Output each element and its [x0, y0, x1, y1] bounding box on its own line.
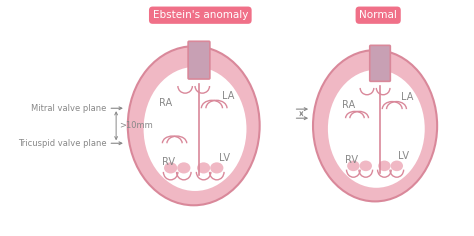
Text: RV: RV — [162, 156, 175, 167]
Text: Ebstein's anomaly: Ebstein's anomaly — [153, 10, 248, 20]
Ellipse shape — [328, 70, 425, 188]
Ellipse shape — [210, 162, 223, 173]
Text: LA: LA — [401, 92, 413, 102]
Text: >10mm: >10mm — [119, 121, 153, 130]
FancyBboxPatch shape — [188, 41, 210, 79]
Text: RV: RV — [345, 155, 358, 165]
Text: LA: LA — [222, 91, 234, 101]
Ellipse shape — [197, 162, 210, 173]
Ellipse shape — [391, 160, 403, 171]
Text: Normal: Normal — [359, 10, 397, 20]
Ellipse shape — [128, 46, 260, 205]
Text: Tricuspid valve plane: Tricuspid valve plane — [18, 139, 107, 148]
Ellipse shape — [177, 162, 191, 173]
Ellipse shape — [360, 160, 372, 171]
Ellipse shape — [378, 160, 391, 171]
Ellipse shape — [164, 162, 177, 173]
Ellipse shape — [347, 160, 360, 171]
FancyBboxPatch shape — [370, 45, 390, 81]
Text: RA: RA — [342, 100, 356, 110]
Ellipse shape — [144, 67, 246, 191]
Text: RA: RA — [159, 98, 173, 109]
Text: LV: LV — [398, 151, 409, 161]
Text: LV: LV — [219, 152, 229, 163]
Text: Mitral valve plane: Mitral valve plane — [31, 104, 107, 113]
Ellipse shape — [313, 50, 437, 201]
